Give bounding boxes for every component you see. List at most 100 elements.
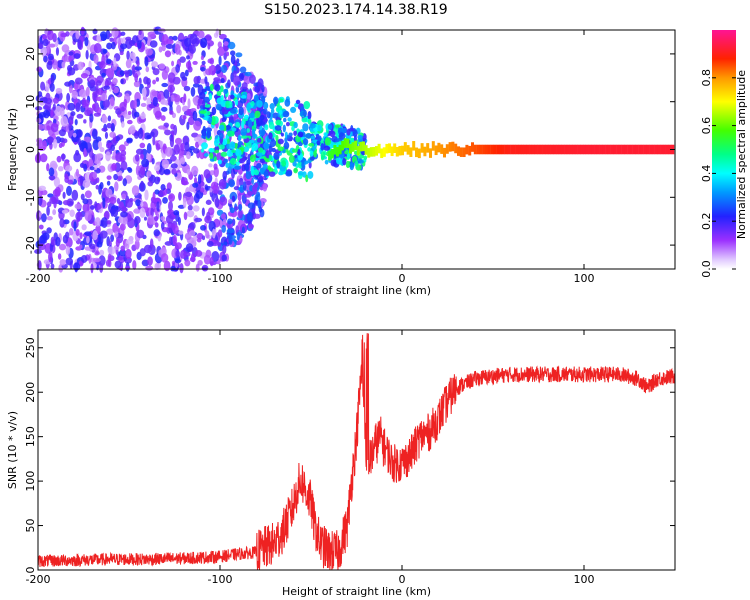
spectrogram-ridge-cell	[594, 144, 598, 155]
spectrogram-cell	[236, 155, 240, 162]
spectrogram-cell	[98, 60, 106, 70]
spectrogram-ridge-cell	[409, 147, 413, 157]
spectrogram-cell	[49, 82, 55, 92]
spectrogram-cell	[297, 148, 301, 156]
spectrogram-cell	[79, 162, 85, 168]
spectrogram-cell	[149, 131, 155, 137]
spectrogram-cell	[65, 165, 73, 172]
spectrogram-cell	[96, 177, 100, 184]
spectrogram-cell	[143, 244, 152, 254]
spectrogram-cell	[209, 152, 214, 160]
spectrogram-cell	[109, 131, 116, 138]
spectrogram-ridge-cell	[346, 138, 350, 149]
spectrogram-ridge-cell	[558, 144, 562, 155]
spectrogram-cell	[154, 222, 159, 228]
spectrogram-cell	[189, 33, 198, 45]
spectrogram-cell	[238, 106, 244, 116]
spectrogram-ridge-cell	[539, 144, 543, 155]
spectrogram-cell	[186, 169, 191, 175]
spectrogram-cell	[200, 67, 206, 72]
spectrogram-cell	[290, 106, 297, 114]
spectrogram-cell	[147, 214, 154, 225]
spectrogram-ridge-cell	[395, 146, 399, 157]
spectrogram-cell	[309, 150, 314, 157]
spectrogram-cell	[348, 127, 355, 132]
spectrogram-ridge-cell	[364, 145, 368, 155]
spectrogram-cell	[180, 157, 186, 165]
spectrogram-cell	[114, 231, 119, 238]
spectrogram-cell	[65, 257, 74, 266]
spectrogram-cell	[95, 83, 99, 93]
spectrogram-cell	[209, 57, 215, 65]
spectrogram-cell	[119, 43, 128, 50]
spectrogram-cell	[193, 176, 198, 185]
colorbar: 0.0 0.2 0.4 0.6 0.8 Normalized spectral ampl…	[700, 30, 748, 278]
spectrogram-cell	[80, 73, 89, 79]
spectrogram-cell	[59, 107, 65, 118]
spectrogram-cell	[255, 191, 261, 198]
spectrogram-cell	[200, 55, 204, 61]
spectrogram-cell	[106, 122, 112, 129]
spectrogram-cell	[92, 28, 98, 35]
spectrogram-cell	[146, 151, 151, 162]
spectrogram-ridge-cell	[602, 144, 606, 155]
spectrogram-cell	[250, 100, 255, 107]
spectrogram-cell	[128, 126, 136, 135]
spectrogram-cell	[46, 136, 54, 144]
spectrogram-ridge-cell	[607, 144, 611, 155]
spectrogram-cell	[152, 96, 158, 107]
spectrogram-cell	[44, 101, 52, 110]
spectrogram-cell	[80, 26, 85, 36]
spectrogram-cell	[256, 118, 260, 126]
spectrogram-cell	[274, 125, 282, 131]
spectrogram-cell	[249, 139, 255, 144]
spectrogram-ridge-cell	[349, 144, 352, 154]
spectrogram-ridge-cell	[468, 145, 472, 156]
spectrogram-cell	[241, 82, 248, 90]
spectrogram-cell	[57, 253, 62, 260]
spectrogram-cell	[327, 123, 333, 131]
spectrogram-cell	[209, 148, 215, 153]
spectrogram-cell	[160, 106, 168, 112]
spectrogram-cell	[248, 223, 254, 229]
spectrogram-cell	[136, 60, 140, 67]
spectrogram-ridge-cell	[507, 144, 511, 155]
spectrogram-cell	[151, 90, 158, 97]
spectrogram-cell	[234, 98, 239, 106]
spectrogram-cell	[75, 168, 80, 177]
spectrogram-cell	[241, 120, 245, 129]
spectrogram-cell	[275, 119, 281, 126]
spectrogram-cell	[85, 86, 90, 98]
spectrogram-cell	[307, 147, 312, 152]
spectrogram-cell	[76, 113, 84, 119]
spectrogram-cell	[257, 78, 264, 89]
spectrogram-cell	[74, 118, 78, 126]
spectrogram-cell	[258, 175, 264, 183]
spectrogram-cell	[181, 180, 189, 186]
spectrogram-cell	[263, 170, 269, 178]
p2-y-tick-label: 150	[24, 426, 37, 447]
spectrogram-ridge-cell	[545, 144, 549, 155]
spectrogram-cell	[66, 92, 71, 103]
spectrogram-cell	[331, 135, 338, 143]
spectrogram-ridge-cell	[651, 144, 655, 155]
p1-y-tick-label: 20	[24, 47, 37, 61]
spectrogram-cell	[184, 69, 189, 77]
spectrogram-cell	[139, 166, 146, 176]
p2-y-tick-label: 50	[24, 519, 37, 533]
spectrogram-cell	[302, 123, 309, 132]
spectrogram-ridge-cell	[599, 144, 603, 155]
colorbar-label: Normalized spectral amplitude	[735, 70, 748, 239]
spectrogram-cell	[124, 113, 132, 120]
spectrogram-cell	[192, 205, 200, 212]
spectrogram-ridge-cell	[473, 144, 477, 155]
spectrogram-cell	[300, 106, 305, 112]
spectrogram-cell	[283, 141, 290, 150]
spectrogram-ridge-cell	[462, 147, 466, 158]
spectrogram-cell	[307, 170, 314, 179]
spectrogram-cell	[89, 166, 95, 171]
spectrogram-cell	[113, 173, 119, 181]
spectrogram-cell	[195, 263, 200, 272]
spectrogram-cell	[46, 125, 51, 131]
spectrogram-cell	[277, 146, 284, 152]
